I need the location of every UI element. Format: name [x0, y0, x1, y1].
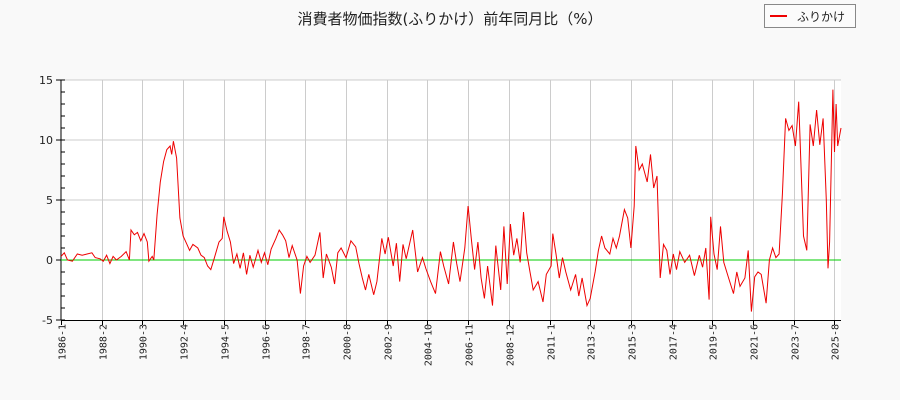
- x-tick-label: 1998-7: [302, 324, 313, 360]
- x-axis: 1986-1 1988-2 1990-3 1992-4 1994-5 1996-6 1998…: [58, 320, 842, 366]
- y-tick-label: 0: [46, 254, 53, 267]
- x-tick-label: 2025-8: [831, 324, 842, 360]
- x-tick-label: 2002-9: [384, 324, 395, 360]
- x-tick-label: 1996-6: [262, 324, 273, 360]
- x-tick-label: 2004-10: [424, 324, 435, 366]
- y-axis: -5 0 5 10 15: [39, 74, 65, 327]
- x-tick-label: 2019-5: [709, 324, 720, 360]
- y-tick-label: 15: [39, 74, 53, 87]
- x-tick-label: 2017-4: [669, 324, 680, 360]
- grid-lines: [61, 79, 841, 320]
- x-tick-label: 1992-4: [180, 324, 191, 360]
- y-tick-label: 10: [39, 134, 53, 147]
- x-tick-label: 1994-5: [221, 324, 232, 360]
- legend: ふりかけ: [764, 4, 856, 28]
- x-tick-label: 2008-12: [506, 324, 517, 366]
- x-tick-label: 1986-1: [58, 324, 69, 360]
- x-tick-label: 2023-7: [791, 324, 802, 360]
- legend-label: ふりかけ: [797, 9, 846, 24]
- y-tick-label: -5: [42, 314, 53, 327]
- x-tick-label: 1990-3: [139, 324, 150, 360]
- legend-line-swatch-icon: [770, 15, 787, 17]
- x-tick-label: 2021-6: [750, 324, 761, 360]
- x-tick-label: 2000-8: [343, 324, 354, 360]
- y-tick-label: 5: [46, 194, 53, 207]
- chart-title: 消費者物価指数(ふりかけ）前年同月比（%）: [297, 10, 603, 28]
- x-tick-label: 2013-2: [587, 324, 598, 360]
- x-tick-label: 2015-3: [628, 324, 639, 360]
- series-line-furikake: [60, 89, 842, 312]
- x-tick-label: 1988-2: [99, 324, 110, 360]
- x-tick-label: 2006-11: [465, 324, 476, 366]
- x-tick-label: 2011-1: [547, 324, 558, 360]
